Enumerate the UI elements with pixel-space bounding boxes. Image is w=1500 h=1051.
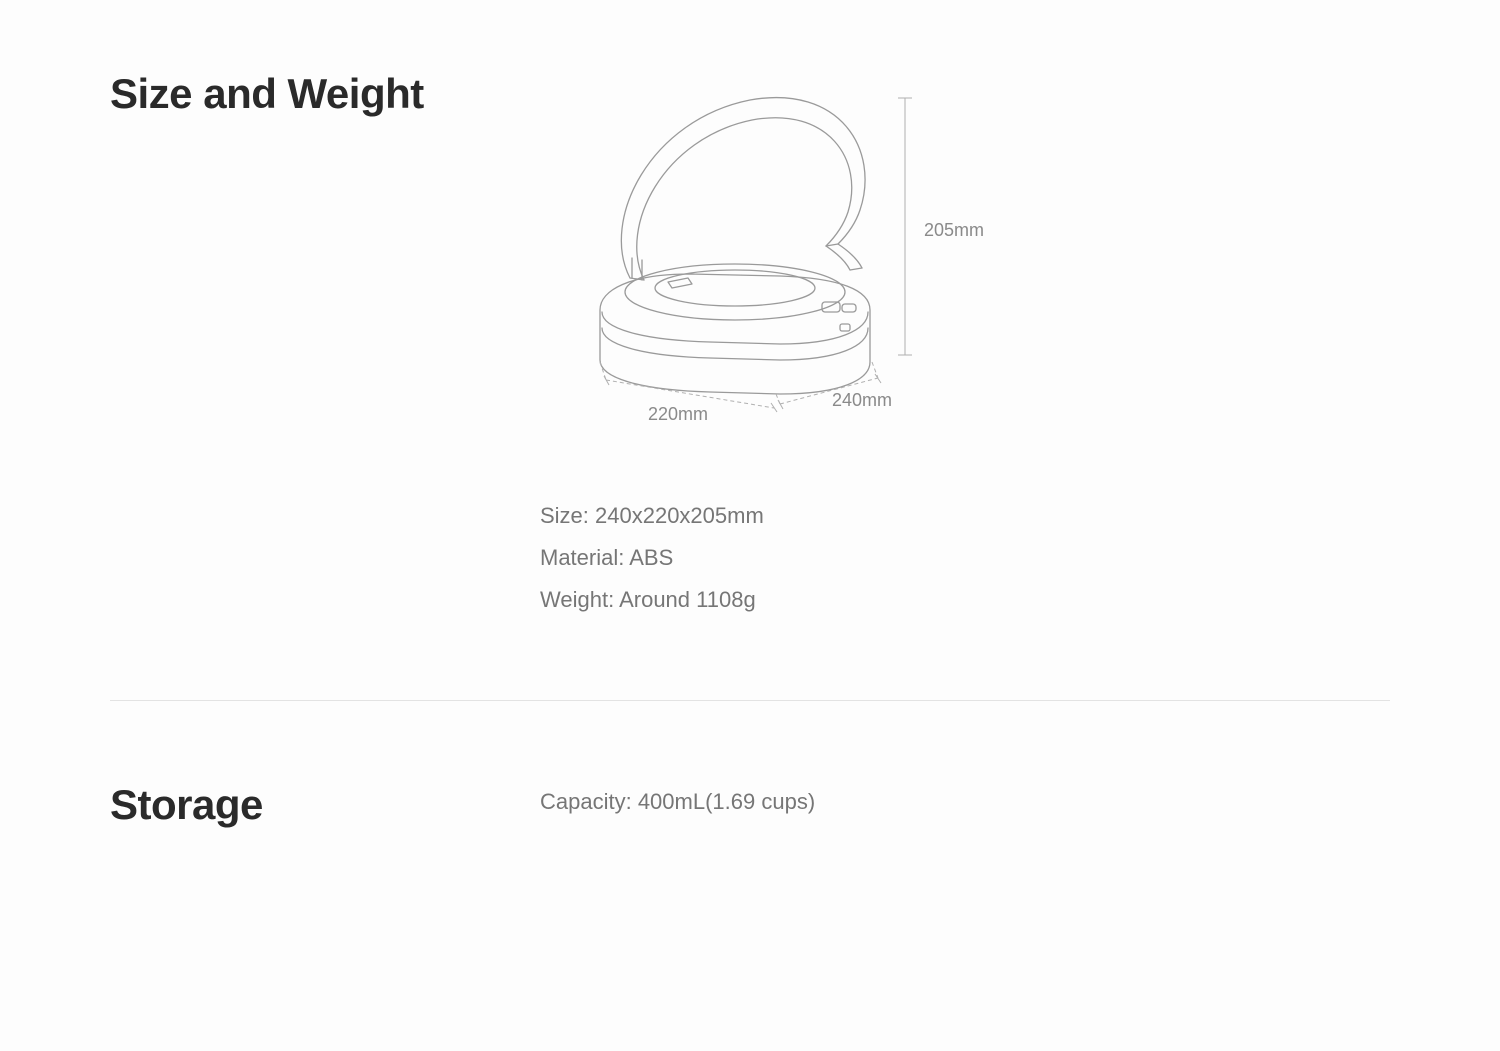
product-diagram: 205mm 240mm 220mm — [540, 60, 1020, 430]
dim-label-height: 205mm — [924, 220, 984, 241]
storage-section: Storage Capacity: 400mL(1.69 cups) — [0, 701, 1500, 829]
storage-row: Storage Capacity: 400mL(1.69 cups) — [110, 781, 1390, 829]
section-title-storage: Storage — [110, 781, 540, 829]
left-column-storage: Storage — [110, 781, 540, 829]
spec-size: Size: 240x220x205mm — [540, 495, 1390, 537]
diagram-svg — [540, 60, 1020, 430]
dim-label-width: 220mm — [648, 404, 708, 425]
right-column: 205mm 240mm 220mm Size: 240x220x205mm Ma… — [540, 70, 1390, 620]
left-column: Size and Weight — [110, 70, 540, 118]
dim-label-depth: 240mm — [832, 390, 892, 411]
spec-material: Material: ABS — [540, 537, 1390, 579]
specs-list: Size: 240x220x205mm Material: ABS Weight… — [540, 495, 1390, 620]
content-row: Size and Weight — [110, 70, 1390, 620]
size-weight-section: Size and Weight — [0, 0, 1500, 620]
spec-weight: Weight: Around 1108g — [540, 579, 1390, 621]
storage-capacity: Capacity: 400mL(1.69 cups) — [540, 789, 815, 815]
section-title-size-weight: Size and Weight — [110, 70, 540, 118]
